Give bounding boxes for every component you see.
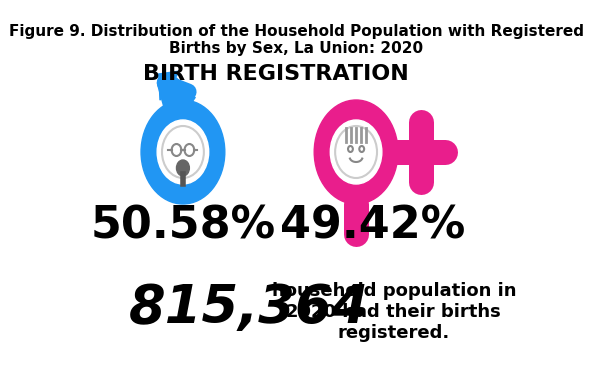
Circle shape (314, 100, 398, 204)
Circle shape (177, 160, 189, 176)
Text: household population in
2020 had their births
registered.: household population in 2020 had their b… (272, 282, 516, 342)
Text: 50.58%: 50.58% (90, 204, 276, 247)
Text: 815,364: 815,364 (129, 282, 369, 334)
Text: Figure 9. Distribution of the Household Population with Registered
Births by Sex: Figure 9. Distribution of the Household … (9, 24, 584, 57)
Text: BIRTH REGISTRATION: BIRTH REGISTRATION (143, 64, 409, 84)
Circle shape (330, 120, 382, 184)
FancyArrow shape (159, 71, 195, 115)
Text: 49.42%: 49.42% (279, 204, 465, 247)
Circle shape (157, 120, 209, 184)
Circle shape (141, 100, 225, 204)
